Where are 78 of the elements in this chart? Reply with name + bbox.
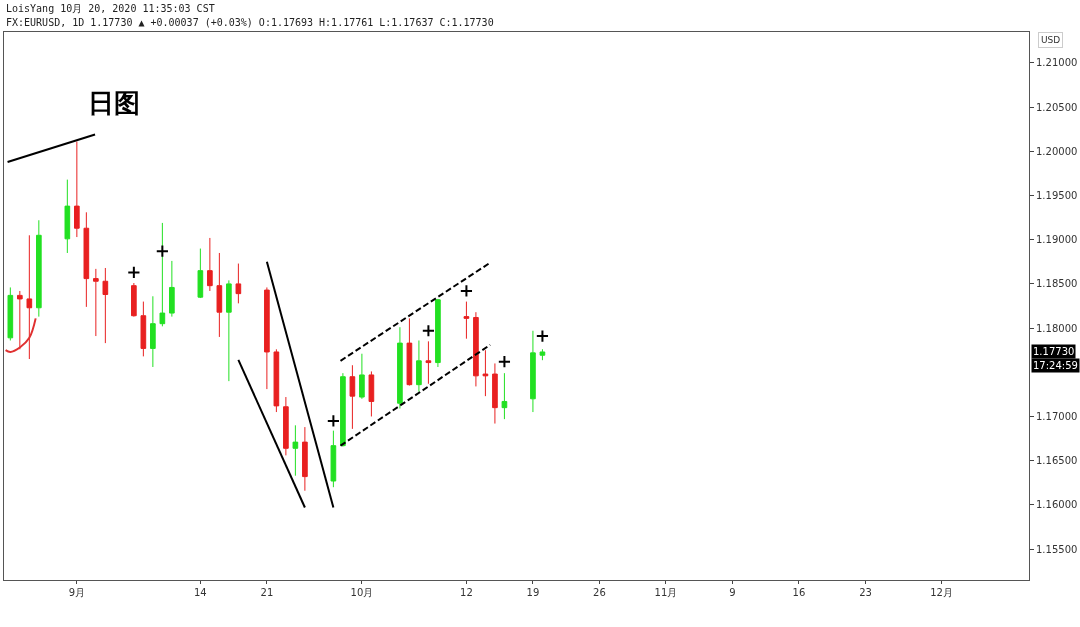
candlestick [292, 424, 299, 477]
chart-subtitle: FX:EURUSD, 1D 1.17730 ▲ +0.00037 (+0.03%) O:1.17693 H:1.17761 L:1.17637 C:1.17730 [6, 17, 494, 28]
x-tick-label: 10月 [350, 587, 374, 598]
x-tick-label: 12 [460, 587, 473, 598]
candlestick [150, 295, 156, 368]
y-tick-label: 1.20000 [1036, 145, 1078, 157]
candlestick [473, 311, 479, 387]
y-tick-label: 1.19500 [1036, 190, 1078, 202]
point [421, 324, 436, 338]
candlestick [302, 426, 308, 492]
y-tick-label: 1.21000 [1036, 57, 1078, 69]
y-tick-label: 1.19000 [1036, 234, 1078, 246]
candlestick [207, 237, 213, 292]
candlestick [197, 248, 204, 299]
candlestick [169, 260, 175, 318]
candlestick [17, 290, 23, 350]
point [155, 244, 169, 258]
candlestick [159, 222, 166, 327]
x-tick-label: 21 [260, 587, 274, 598]
candlestick [482, 349, 489, 397]
annotation: 日图 [88, 88, 140, 118]
candlestick [36, 219, 42, 318]
candlestick [416, 339, 422, 393]
point [127, 265, 141, 280]
candlestick [539, 348, 546, 361]
candlestick [102, 267, 109, 344]
x-tick-label: 14 [194, 587, 207, 598]
line-series [4, 317, 37, 353]
text: 1.17730 [1033, 346, 1075, 357]
candlestick [463, 301, 470, 340]
candlestick [340, 372, 346, 448]
x-tick-label: 16 [792, 587, 806, 598]
x-tick-label: 19 [526, 587, 540, 598]
candlestick [131, 282, 137, 318]
candlestick [64, 179, 71, 254]
x-tick-label: 12月 [930, 587, 953, 598]
y-tick-label: 1.15500 [1036, 543, 1078, 555]
candlestick [501, 372, 508, 420]
candlestick [406, 317, 413, 387]
y-tick-label: 1.16500 [1036, 455, 1078, 467]
x-tick-label: 11月 [654, 587, 678, 598]
candlestick [368, 370, 375, 417]
y-tick-label: 1.18000 [1036, 322, 1078, 334]
candlestick [273, 348, 280, 413]
point [535, 329, 550, 343]
candlestick [93, 268, 99, 337]
candlestick [435, 298, 441, 368]
candlestick [226, 279, 232, 382]
candlestick [492, 362, 498, 425]
candlestick [425, 340, 432, 385]
chart-title: LoisYang 10月 20, 2020 11:35:03 CST [6, 3, 215, 14]
candlestick [235, 263, 242, 304]
x-tick-label: 9月 [68, 587, 86, 598]
candlestick [216, 252, 223, 338]
candlestick [264, 286, 270, 390]
text: 17:24:59 [1033, 360, 1078, 371]
candlestick [330, 430, 337, 488]
candlestick [349, 364, 356, 430]
y-tick-label: 1.16000 [1036, 499, 1078, 511]
candlestick [397, 326, 403, 410]
y-tick-label: 1.20500 [1036, 101, 1078, 113]
point [326, 414, 340, 428]
candlestick [74, 141, 80, 238]
y-tick-label: 1.18500 [1036, 278, 1078, 290]
x-tick-label: 26 [593, 587, 606, 598]
candlestick [283, 396, 289, 456]
candlestick [359, 353, 365, 400]
y-tick-label: 1.17000 [1036, 410, 1078, 422]
x-tick-label: 9 [729, 587, 736, 598]
point [459, 284, 474, 298]
candlestick [26, 234, 33, 360]
candlestick [140, 301, 147, 357]
x-tick-label: 23 [859, 587, 872, 598]
candlestick [530, 330, 536, 413]
y-axis-title: USD [1041, 35, 1061, 45]
point [497, 355, 512, 369]
candlestick [83, 211, 90, 308]
candlestick [7, 286, 14, 341]
